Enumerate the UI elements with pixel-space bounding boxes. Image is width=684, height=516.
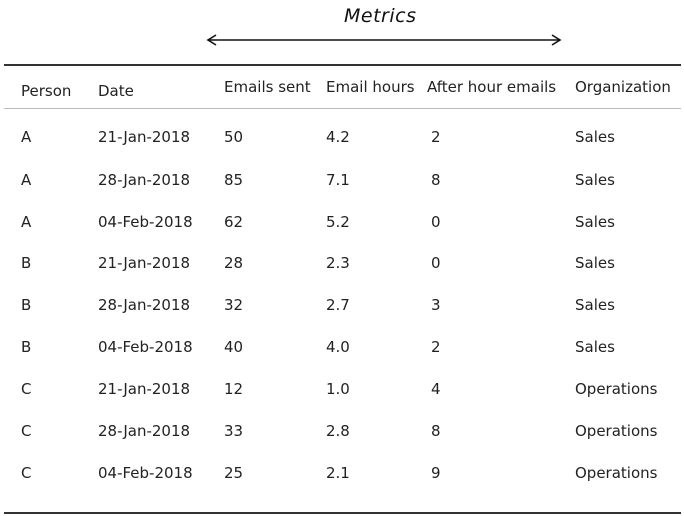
table-cell-date: 04-Feb-2018: [98, 464, 193, 482]
table-cell-email-hours: 2.3: [326, 254, 350, 272]
table-cell-organization: Sales: [575, 171, 615, 189]
column-header-date: Date: [98, 82, 134, 100]
table-cell-email-hours: 2.8: [326, 422, 350, 440]
table-cell-date: 28-Jan-2018: [98, 422, 191, 440]
table-cell-person: B: [21, 296, 32, 314]
table-cell-date: 21-Jan-2018: [98, 128, 191, 146]
table-cell-emails-sent: 62: [224, 213, 244, 231]
table-cell-email-hours: 2.1: [326, 464, 350, 482]
table-cell-email-hours: 5.2: [326, 213, 350, 231]
table-cell-email-hours: 1.0: [326, 380, 350, 398]
table-cell-organization: Operations: [575, 464, 658, 482]
table-cell-person: C: [21, 380, 32, 398]
column-header-emails-sent: Emails sent: [224, 78, 311, 96]
table-cell-person: B: [21, 254, 32, 272]
table-cell-after-hour-emails: 0: [431, 213, 441, 231]
table-cell-emails-sent: 25: [224, 464, 244, 482]
table-cell-emails-sent: 12: [224, 380, 244, 398]
column-header-organization: Organization: [575, 78, 671, 96]
table-cell-email-hours: 4.2: [326, 128, 350, 146]
table-cell-person: C: [21, 422, 32, 440]
table-cell-emails-sent: 85: [224, 171, 244, 189]
table-cell-after-hour-emails: 9: [431, 464, 441, 482]
table-cell-email-hours: 4.0: [326, 338, 350, 356]
metrics-group-label: Metrics: [344, 5, 417, 27]
table-cell-after-hour-emails: 8: [431, 422, 441, 440]
table-cell-organization: Sales: [575, 338, 615, 356]
table-cell-date: 21-Jan-2018: [98, 380, 191, 398]
table-cell-person: A: [21, 128, 32, 146]
table-cell-organization: Operations: [575, 380, 658, 398]
header-divider: [4, 108, 681, 109]
table-cell-person: A: [21, 171, 32, 189]
table-cell-after-hour-emails: 0: [431, 254, 441, 272]
table-cell-person: A: [21, 213, 32, 231]
table-cell-email-hours: 2.7: [326, 296, 350, 314]
table-cell-after-hour-emails: 3: [431, 296, 441, 314]
table-cell-emails-sent: 32: [224, 296, 244, 314]
table-cell-organization: Sales: [575, 296, 615, 314]
table-cell-date: 04-Feb-2018: [98, 338, 193, 356]
table-cell-email-hours: 7.1: [326, 171, 350, 189]
table-cell-organization: Sales: [575, 128, 615, 146]
table-cell-person: B: [21, 338, 32, 356]
table-cell-emails-sent: 50: [224, 128, 244, 146]
table-cell-date: 21-Jan-2018: [98, 254, 191, 272]
table-cell-date: 04-Feb-2018: [98, 213, 193, 231]
table-cell-after-hour-emails: 2: [431, 338, 441, 356]
table-cell-person: C: [21, 464, 32, 482]
column-header-email-hours: Email hours: [326, 78, 415, 96]
table-cell-emails-sent: 28: [224, 254, 244, 272]
table-cell-date: 28-Jan-2018: [98, 296, 191, 314]
table-cell-organization: Sales: [575, 213, 615, 231]
table-cell-emails-sent: 40: [224, 338, 244, 356]
column-header-person: Person: [21, 82, 72, 100]
table-top-rule: [4, 64, 681, 66]
table-bottom-rule: [4, 512, 681, 514]
table-cell-organization: Operations: [575, 422, 658, 440]
table-cell-after-hour-emails: 2: [431, 128, 441, 146]
metrics-span-arrow: [206, 34, 562, 46]
column-header-after-hour-emails: After hour emails: [427, 78, 557, 96]
table-cell-date: 28-Jan-2018: [98, 171, 191, 189]
table-cell-emails-sent: 33: [224, 422, 244, 440]
table-cell-after-hour-emails: 8: [431, 171, 441, 189]
table-cell-after-hour-emails: 4: [431, 380, 441, 398]
table-cell-organization: Sales: [575, 254, 615, 272]
